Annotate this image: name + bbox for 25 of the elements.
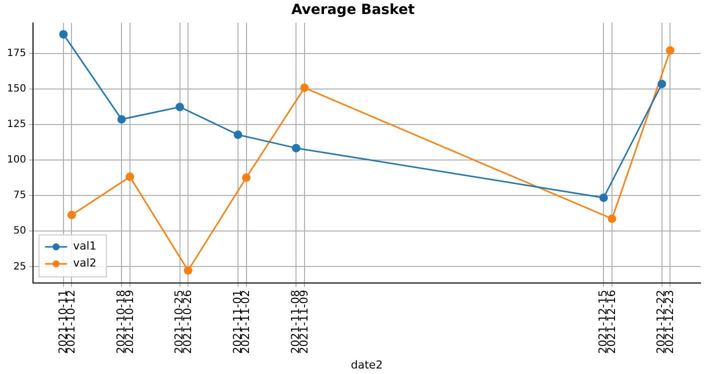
y-tick-label: 75 — [13, 190, 26, 202]
y-tick-label: 125 — [6, 119, 26, 130]
point — [242, 173, 251, 182]
point — [658, 80, 666, 88]
point — [608, 214, 616, 223]
point — [666, 46, 674, 55]
point — [176, 102, 184, 112]
y-tick-label: 175 — [6, 48, 26, 59]
x-axis-title: date2 — [350, 358, 383, 372]
legend-label: val2 — [73, 256, 96, 270]
point — [184, 266, 192, 275]
point — [117, 115, 126, 124]
point — [67, 210, 76, 220]
point — [59, 30, 68, 39]
point — [292, 144, 300, 152]
legend-label: val1 — [73, 240, 96, 253]
point — [599, 193, 608, 202]
chart-title: Average Basket — [291, 2, 415, 18]
point — [234, 130, 242, 139]
y-tick-label: 50 — [13, 226, 26, 237]
y-tick-label: 25 — [13, 261, 26, 272]
point — [126, 172, 134, 182]
y-tick-label: 150 — [6, 84, 26, 95]
point — [300, 84, 309, 92]
y-tick-label: 100 — [6, 154, 26, 166]
